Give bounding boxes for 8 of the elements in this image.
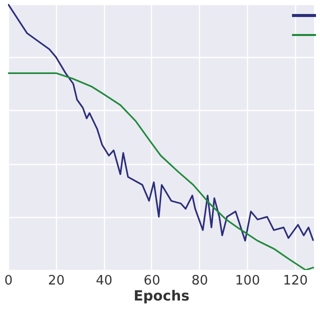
x-axis-title: Epochs	[134, 288, 190, 304]
x-tick-label: 60	[144, 274, 160, 288]
x-tick-label: 120	[282, 274, 308, 288]
x-tick-label: 40	[96, 274, 112, 288]
x-tick-label: 0	[4, 274, 13, 288]
x-tick-label: 80	[191, 274, 208, 288]
x-tick-label: 20	[48, 274, 65, 288]
x-tick-label: 100	[235, 274, 260, 288]
